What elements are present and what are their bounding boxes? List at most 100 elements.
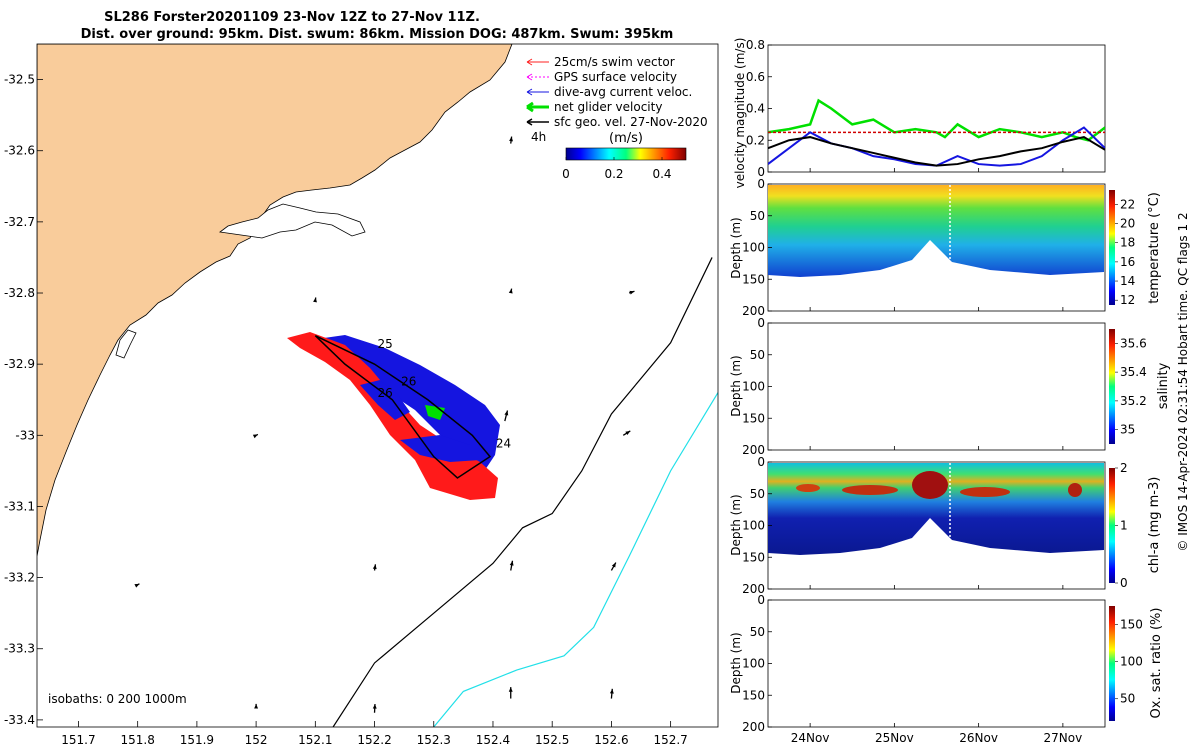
map-xtick-label: 152.2 <box>357 733 391 747</box>
map-ytick-label: -32.8 <box>4 286 35 300</box>
oxygen-cblabel: Ox. sat. ratio (%) <box>1149 608 1164 719</box>
isobaths-label: isobaths: 0 200 1000m <box>48 692 187 706</box>
sfc-vector-head <box>372 564 377 570</box>
date-tick-label: 27Nov <box>1044 731 1083 745</box>
map-ytick-label: -33.1 <box>4 499 35 513</box>
temperature-colorbar <box>1109 190 1115 305</box>
map-ytick-label: -32.6 <box>4 144 35 158</box>
colorbar-tick-label: 35.2 <box>1120 394 1147 408</box>
depth-tick-label: 0 <box>757 316 765 330</box>
chlorophyll-layer-right <box>960 487 1010 497</box>
depth-tick-label: 0 <box>757 177 765 191</box>
map-xtick-label: 152.4 <box>476 733 510 747</box>
velocity-ytick-label: 0.6 <box>746 70 765 84</box>
sfc-vector-head <box>509 560 514 566</box>
map-xtick-label: 152.3 <box>417 733 451 747</box>
map-ytick-label: -32.7 <box>4 215 35 229</box>
velocity-ytick-label: 0.4 <box>746 102 765 116</box>
sfc-vector-head <box>625 430 631 435</box>
colorbar-tick-label: 35.4 <box>1120 365 1147 379</box>
depth-tick-label: 100 <box>742 380 765 394</box>
sfc-vector-head <box>313 297 317 303</box>
date-tick-label: 26Nov <box>959 731 998 745</box>
sfc-vector-head <box>504 410 509 416</box>
sfc-vector-head <box>134 583 140 588</box>
colorbar-tick-label: 2 <box>1120 461 1128 475</box>
legend-label-swim: 25cm/s swim vector <box>554 55 675 69</box>
oxygen-ylabel: Depth (m) <box>729 632 743 693</box>
section-ticks: 0501001502001214161820220501001502003535… <box>742 168 1147 745</box>
chlorophyll-ylabel: Depth (m) <box>729 494 743 555</box>
map-xtick-label: 152.5 <box>535 733 569 747</box>
depth-tick-label: 100 <box>742 657 765 671</box>
temperature-panel: Depth (m) temperature (°C) <box>729 183 1162 312</box>
isobath-200m <box>332 257 713 727</box>
temperature-section <box>768 185 1104 277</box>
velocity-ytick-label: 0 <box>757 165 765 179</box>
velocity-frame <box>767 44 1106 173</box>
sfc-vector-head <box>254 703 259 709</box>
velocity-series <box>768 98 1105 167</box>
colorbar-tick-label: 18 <box>1120 236 1135 250</box>
temperature-ylabel: Depth (m) <box>729 217 743 278</box>
lake-area <box>218 203 366 239</box>
sfc-vector-head <box>508 687 513 692</box>
depth-tick-label: 150 <box>742 411 765 425</box>
depth-tick-label: 50 <box>750 625 765 639</box>
colorbar-tick-label: 1 <box>1120 519 1128 533</box>
velocity-panel: 0 0.2 0.4 0.6 0.8 velocity magnitude (m/s) <box>733 38 1106 188</box>
depth-tick-label: 150 <box>742 550 765 564</box>
legend-label-net: net glider velocity <box>554 100 662 114</box>
track-day-label: 26 <box>378 386 393 400</box>
sfc-vector-head <box>609 688 614 694</box>
chlorophyll-layer-left <box>842 485 898 495</box>
map-ytick-label: -32.9 <box>4 357 35 371</box>
title-line-2: Dist. over ground: 95km. Dist. swum: 86k… <box>81 27 674 42</box>
map-xtick-label: 151.8 <box>120 733 154 747</box>
map-xtick-label: 151.9 <box>180 733 214 747</box>
temperature-cblabel: temperature (°C) <box>1147 192 1162 304</box>
depth-tick-label: 50 <box>750 209 765 223</box>
sfc-vectors <box>134 136 635 713</box>
sfc-vector-head <box>508 288 513 294</box>
depth-tick-label: 150 <box>742 688 765 702</box>
map-axis-ticks: 151.7 151.8 151.9 152 152.1 152.2 152.3 152.4 15… <box>4 73 688 747</box>
oxygen-frame <box>767 599 1106 728</box>
track-day-label: 25 <box>378 337 393 351</box>
map-frame <box>36 43 719 728</box>
salinity-ylabel: Depth (m) <box>729 355 743 416</box>
colorbar-tick-label: 22 <box>1120 197 1135 211</box>
colorbar-tick-label: 35.6 <box>1120 336 1147 350</box>
isobath-1000m <box>433 392 718 727</box>
oxygen-colorbar <box>1109 606 1115 721</box>
sfc-vector-head <box>629 290 635 295</box>
chlorophyll-cblabel: chl-a (mg m-3) <box>1147 477 1162 574</box>
date-tick-label: 25Nov <box>875 731 914 745</box>
depth-tick-label: 200 <box>742 720 765 734</box>
map-xtick-label: 152.1 <box>298 733 332 747</box>
sfc-vector-head <box>372 703 377 709</box>
credit-text: © IMOS 14-Apr-2024 02:31:54 Hobart time.… <box>1176 212 1190 551</box>
legend-arrow-sfc <box>526 118 533 126</box>
map-colorbar <box>565 147 687 161</box>
velocity-ytick-label: 0.8 <box>746 38 765 52</box>
colorbar-tick-label: 50 <box>1120 692 1135 706</box>
depth-tick-label: 100 <box>742 519 765 533</box>
map-ytick-label: -33.4 <box>4 713 35 727</box>
glider-track <box>314 335 492 479</box>
current-vectors-lower <box>400 435 480 462</box>
current-vectors-inner <box>360 380 410 420</box>
velocity-series-line <box>768 136 1105 167</box>
map-colorbar-tick-label: 0.4 <box>652 167 671 181</box>
colorbar-tick-label: 14 <box>1120 274 1135 288</box>
map-panel: 25 26 24 26 151.7 151.8 151.9 152 152.1 152.2 152… <box>4 43 719 747</box>
legend-arrow-current <box>526 88 533 96</box>
depth-tick-label: 200 <box>742 443 765 457</box>
legend-arrow-net <box>526 101 534 113</box>
chlorophyll-panel: Depth (m) chl-a (mg m-3) <box>729 461 1162 590</box>
colorbar-tick-label: 16 <box>1120 255 1135 269</box>
salinity-colorbar <box>1109 329 1115 444</box>
legend-arrow-swim <box>526 58 533 66</box>
sfc-vector-head <box>252 434 258 439</box>
colorbar-tick-label: 35 <box>1120 423 1135 437</box>
